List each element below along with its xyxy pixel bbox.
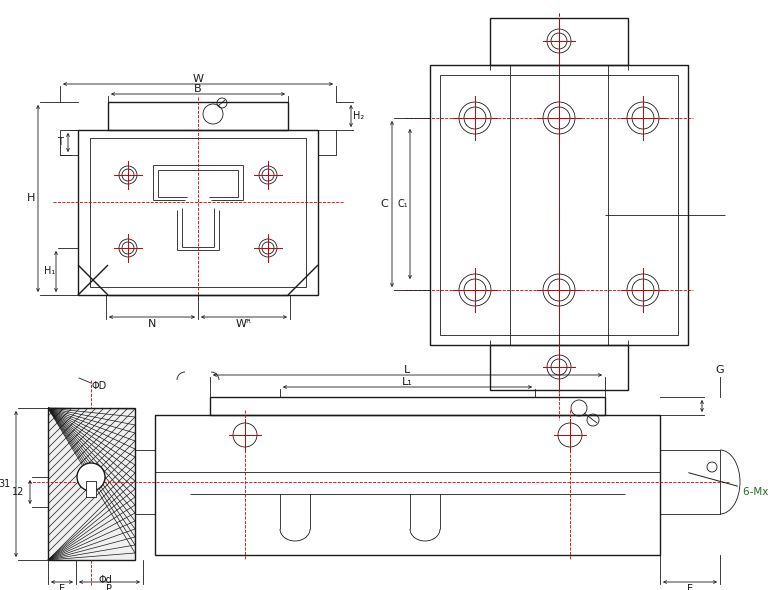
Bar xyxy=(660,450,720,514)
Text: P: P xyxy=(106,584,112,590)
Text: E: E xyxy=(59,584,65,590)
Bar xyxy=(108,102,288,130)
Bar xyxy=(210,397,605,415)
Text: B: B xyxy=(194,84,202,94)
Text: G: G xyxy=(715,365,725,375)
Text: C₁: C₁ xyxy=(397,199,408,209)
Text: E: E xyxy=(687,584,693,590)
Bar xyxy=(490,345,628,390)
Text: L: L xyxy=(404,365,410,375)
Bar xyxy=(430,65,688,345)
Bar xyxy=(86,481,96,497)
Text: W: W xyxy=(192,74,203,84)
Bar xyxy=(90,138,306,287)
Text: ΦD: ΦD xyxy=(92,381,106,391)
Text: H₁: H₁ xyxy=(45,266,55,276)
Bar xyxy=(155,415,660,555)
Text: 31: 31 xyxy=(0,479,11,489)
Bar xyxy=(440,75,678,335)
Bar xyxy=(60,130,78,155)
Text: N: N xyxy=(148,319,156,329)
Text: L₁: L₁ xyxy=(402,377,413,387)
Circle shape xyxy=(77,463,105,491)
Text: Φd: Φd xyxy=(98,575,112,585)
Bar xyxy=(490,18,628,65)
Text: 6-Mx l: 6-Mx l xyxy=(688,473,770,497)
Text: 12: 12 xyxy=(12,487,24,497)
Bar xyxy=(78,130,318,295)
Text: H₂: H₂ xyxy=(353,111,365,121)
Bar xyxy=(318,130,336,155)
Text: C: C xyxy=(380,199,388,209)
Text: Wᴿ: Wᴿ xyxy=(236,319,252,329)
Text: T: T xyxy=(57,137,63,147)
Bar xyxy=(135,450,155,514)
Bar xyxy=(48,408,135,560)
Text: H: H xyxy=(27,193,35,203)
